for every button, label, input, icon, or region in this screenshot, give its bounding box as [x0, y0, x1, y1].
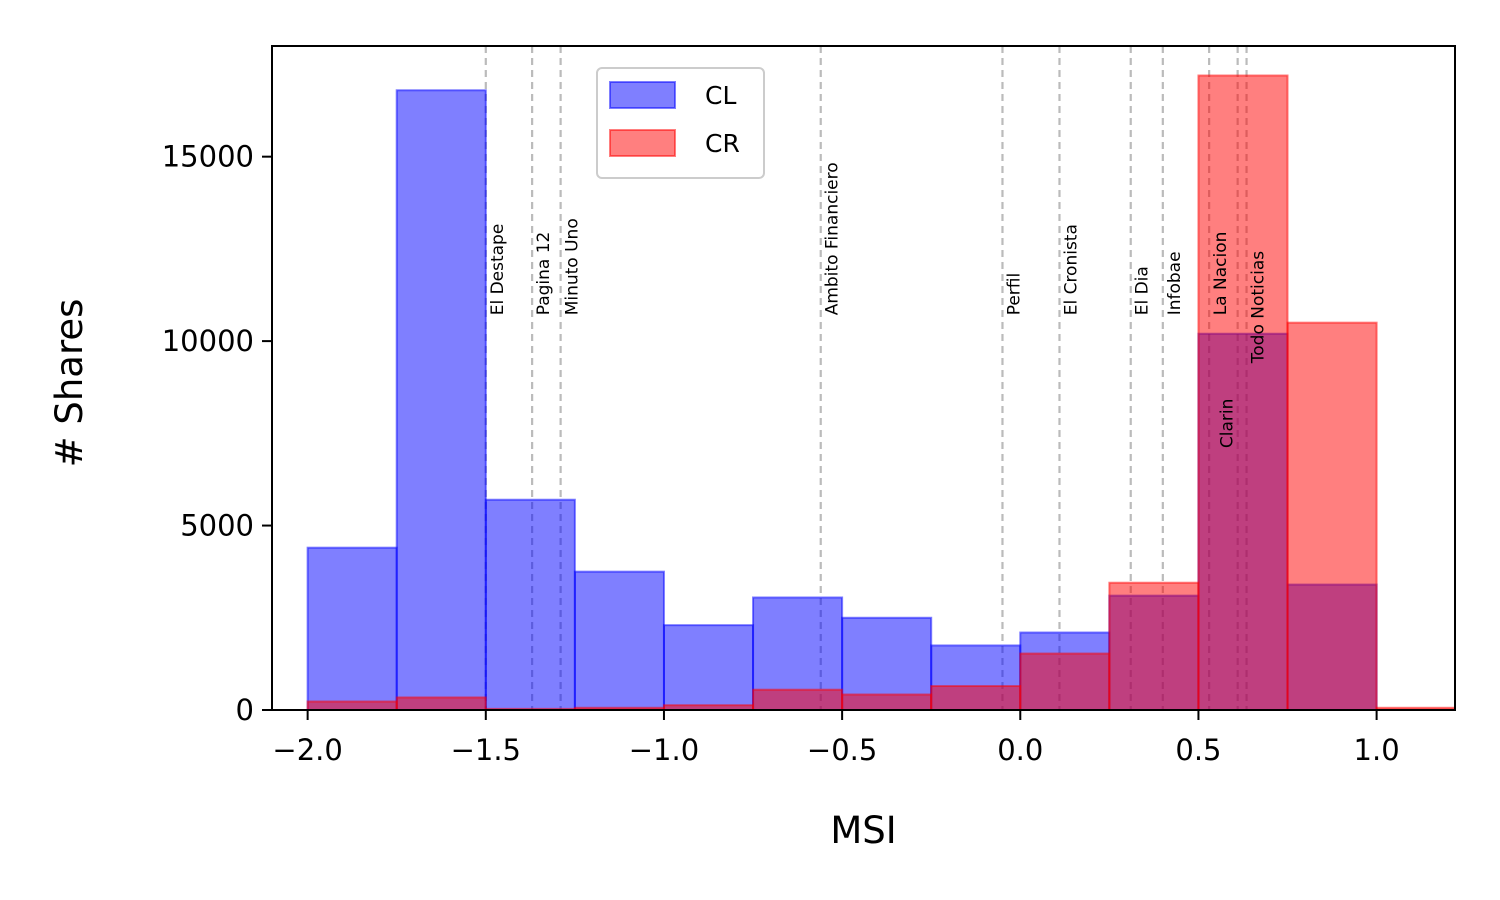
legend: CL CR — [596, 67, 765, 179]
legend-swatch-cr — [609, 129, 676, 157]
bar-cl — [484, 498, 576, 711]
x-tick-label: 0.5 — [1175, 733, 1221, 767]
x-tick-label: −0.5 — [807, 733, 877, 767]
legend-label-cr: CR — [705, 129, 740, 158]
bar-cl — [573, 570, 665, 712]
bar-cr — [930, 685, 1022, 711]
y-axis: 0 5000 10000 15000 — [162, 140, 272, 727]
reference-label: Clarin — [1218, 399, 1238, 449]
bar-cr — [752, 688, 844, 712]
reference-label: Pagina 12 — [534, 232, 554, 316]
x-tick-label: −1.0 — [629, 733, 699, 767]
bar-cr — [395, 696, 487, 711]
y-tick-label: 0 — [236, 693, 254, 727]
x-tick-label: −2.0 — [272, 733, 342, 767]
bar-cr — [1286, 321, 1378, 711]
y-tick-label: 10000 — [162, 324, 254, 358]
bar-cr — [1019, 652, 1111, 711]
bar-cr — [841, 693, 933, 711]
bar-cl — [306, 546, 398, 712]
reference-label: El Dia — [1133, 266, 1153, 315]
legend-label-cl: CL — [705, 81, 736, 110]
bar-cr — [1197, 74, 1289, 711]
x-tick-label: −1.5 — [451, 733, 521, 767]
x-axis-label: MSI — [830, 809, 896, 852]
reference-label: El Cronista — [1061, 224, 1081, 315]
bar-cl — [662, 624, 755, 712]
bar-cl — [395, 89, 487, 712]
bar-cr — [306, 700, 398, 712]
bar-cr — [1108, 581, 1200, 712]
reference-label: La Nacion — [1211, 232, 1231, 316]
y-axis-label: # Shares — [48, 299, 91, 468]
reference-label: Perfil — [1004, 273, 1024, 316]
legend-swatch-cl — [609, 81, 676, 109]
histogram-bars — [306, 74, 1456, 712]
y-tick-label: 15000 — [162, 140, 254, 174]
y-tick-label: 5000 — [180, 509, 254, 543]
reference-labels: El Destape Pagina 12 Minuto Uno Ambito Fina… — [488, 162, 1269, 448]
reference-label: Infobae — [1165, 251, 1185, 315]
reference-label: Ambito Financiero — [823, 162, 843, 315]
x-axis: −2.0 −1.5 −1.0 −0.5 0.0 0.5 1.0 — [272, 710, 1400, 767]
x-tick-label: 1.0 — [1354, 733, 1400, 767]
plot-frame — [271, 45, 1456, 711]
x-tick-label: 0.0 — [997, 733, 1043, 767]
reference-label: El Destape — [488, 224, 508, 316]
reference-label: Minuto Uno — [563, 218, 583, 315]
reference-label: Todo Noticias — [1249, 251, 1269, 364]
